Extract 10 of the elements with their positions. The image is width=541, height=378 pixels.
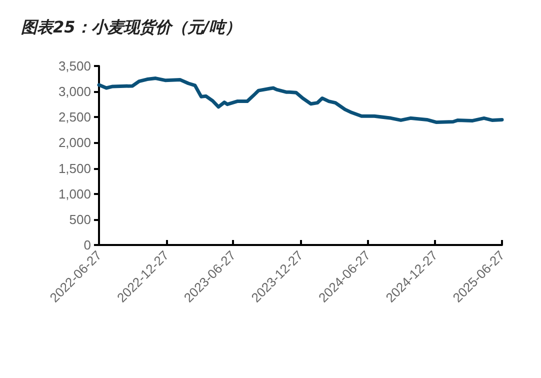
chart-title: 图表25：小麦现货价（元/吨） [21,18,242,36]
y-tick-label: 1,000 [58,186,91,202]
y-tick-label: 3,000 [58,84,91,100]
y-tick-label: 500 [69,212,91,227]
y-tick-label: 2,500 [58,110,91,125]
y-tick-label: 3,500 [58,58,91,74]
y-tick-label: 2,000 [58,135,91,150]
y-tick-label: 0 [84,238,91,252]
y-tick-label: 1,500 [58,160,91,176]
line-series [97,76,504,124]
